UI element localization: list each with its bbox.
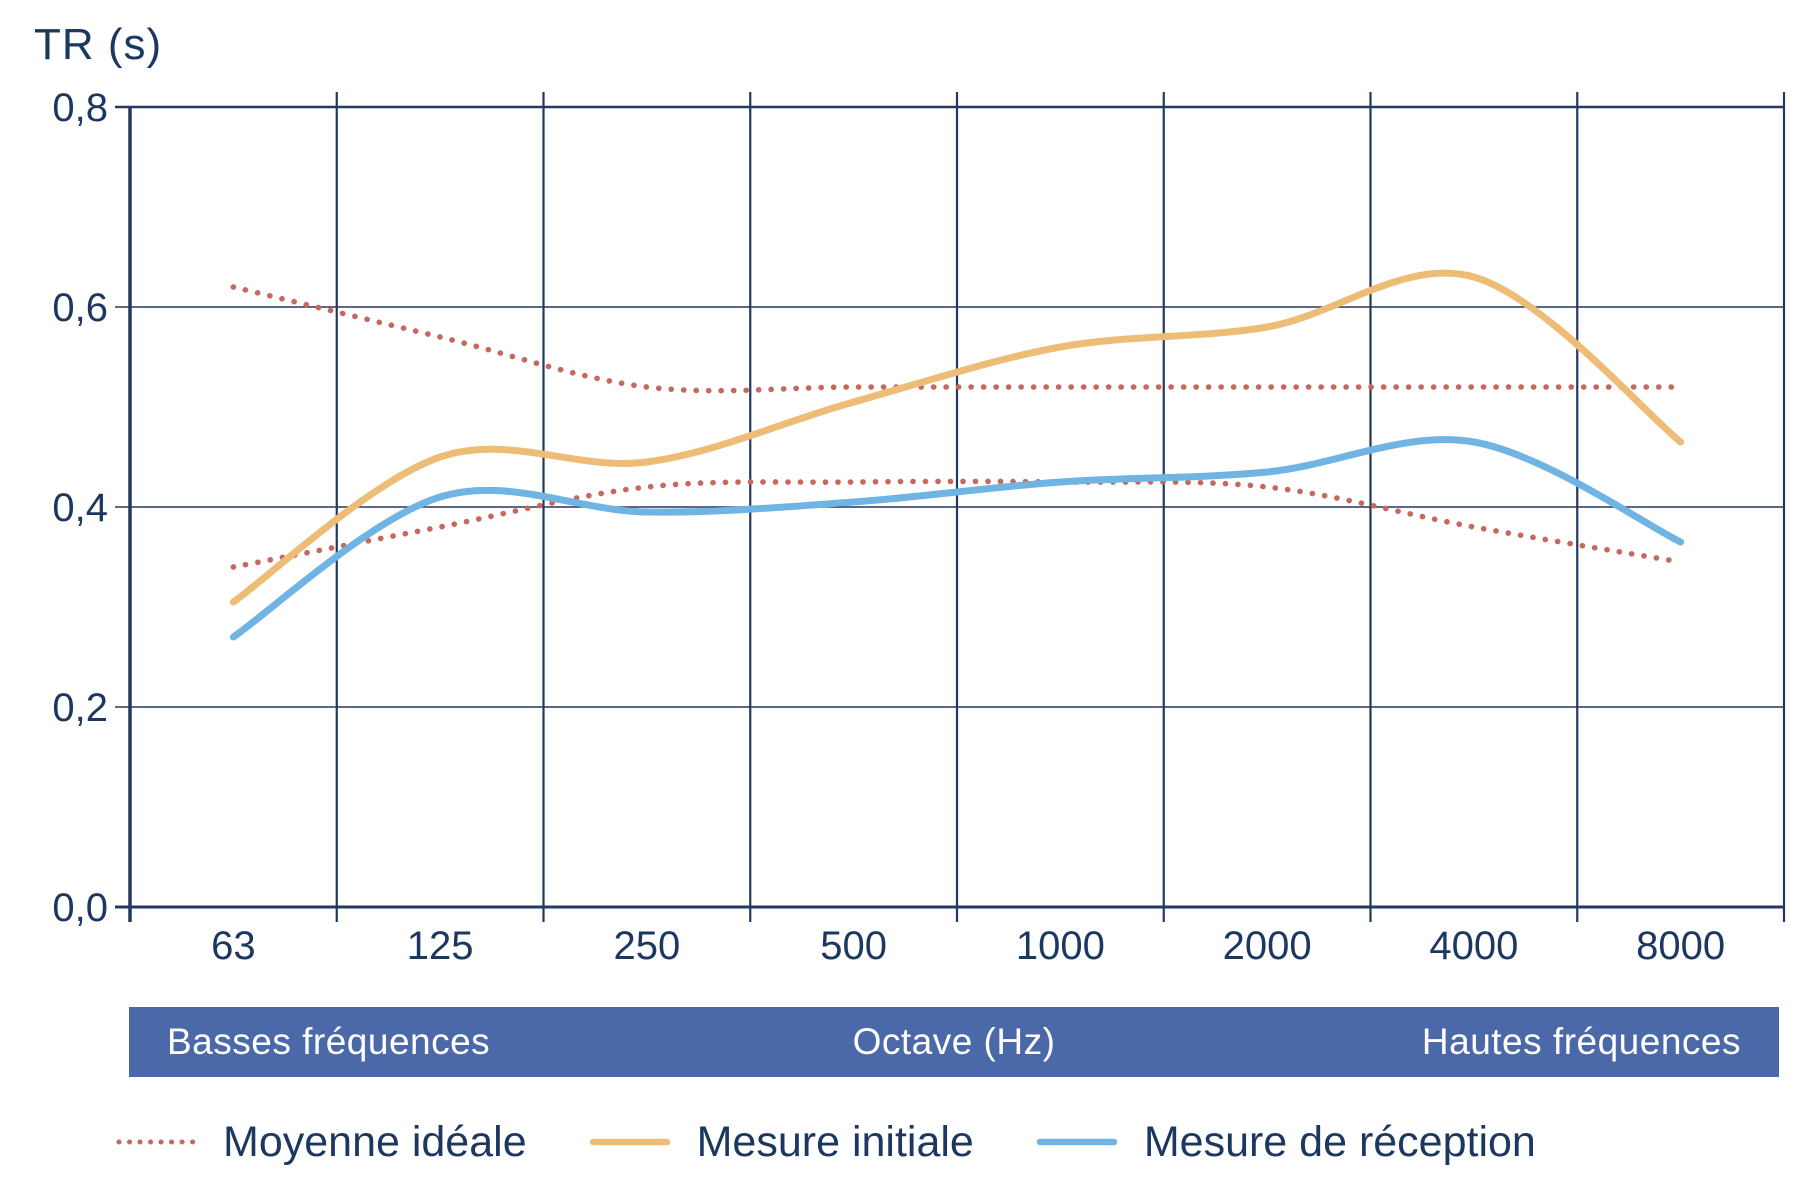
x-tick-label: 2000: [1223, 924, 1312, 968]
chart-legend: Moyenne idéale Mesure initiale Mesure de r…: [115, 1100, 1765, 1184]
y-tick-label: 0,2: [52, 686, 108, 730]
x-tick-label: 63: [211, 924, 256, 968]
x-tick-label: 8000: [1636, 924, 1725, 968]
legend-label: Moyenne idéale: [223, 1117, 527, 1166]
series-line-moyenne-id-ale-limite-haute-: [230, 284, 1684, 394]
y-tick-label: 0,6: [52, 286, 108, 330]
y-tick-label: 0,4: [52, 486, 108, 530]
x-tick-label: 250: [614, 924, 681, 968]
x-axis-title: Octave (Hz): [852, 1021, 1056, 1062]
y-axis-title: TR (s): [34, 20, 163, 69]
legend-label: Mesure de réception: [1143, 1117, 1536, 1166]
banner-low-frequencies-label: Basses fréquences: [167, 1021, 491, 1062]
x-tick-label: 125: [407, 924, 474, 968]
y-tick-label: 0,0: [52, 886, 108, 930]
legend-label: Mesure initiale: [696, 1117, 974, 1166]
legend-item: Mesure de réception: [1036, 1118, 1536, 1167]
x-axis-banner: Basses fréquences Octave (Hz) Hautes fré…: [129, 1007, 1779, 1077]
legend-item: Moyenne idéale: [115, 1118, 527, 1167]
y-tick-label: 0,8: [52, 86, 108, 130]
series-line-moyenne-id-ale-limite-basse-: [230, 478, 1684, 570]
solid-line-swatch-icon: [589, 1138, 670, 1146]
dotted-line-swatch-icon: [116, 1139, 196, 1145]
series-line-mesure-initiale: [229, 269, 1685, 606]
x-tick-label: 1000: [1016, 924, 1105, 968]
banner-high-frequencies-label: Hautes fréquences: [1421, 1021, 1741, 1062]
series-line-mesure-de-r-ception: [229, 436, 1685, 641]
x-tick-label: 500: [820, 924, 887, 968]
solid-line-swatch-icon: [1036, 1138, 1118, 1146]
x-tick-label: 4000: [1429, 924, 1518, 968]
legend-item: Mesure initiale: [589, 1118, 974, 1167]
